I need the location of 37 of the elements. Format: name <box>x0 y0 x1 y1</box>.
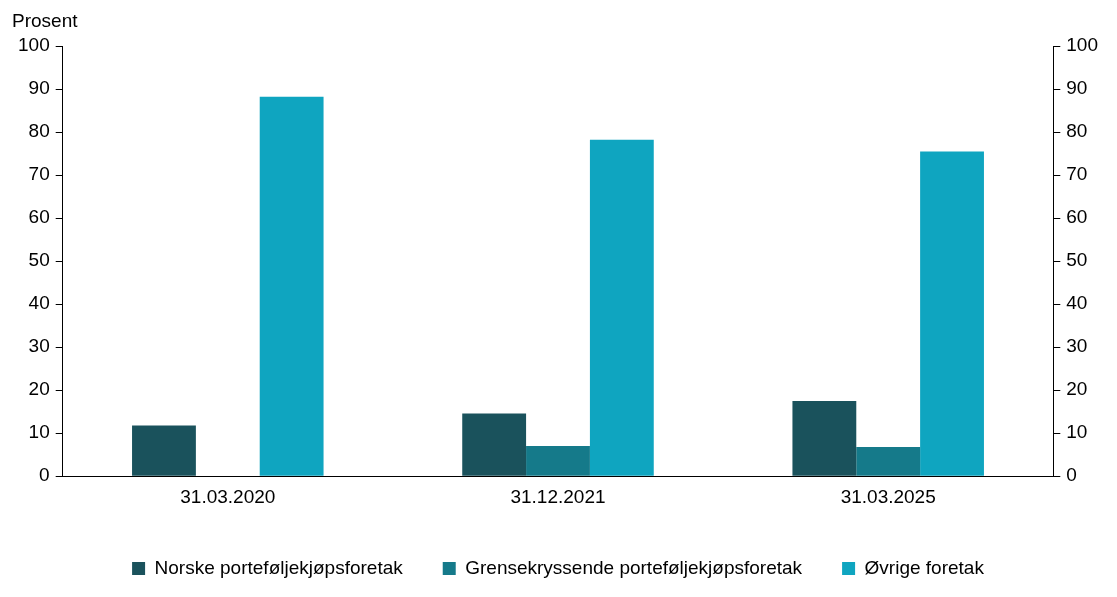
y-tick-label: 40 <box>28 292 50 314</box>
y-tick-label: 60 <box>28 206 50 228</box>
y2-tick-label: 70 <box>1066 163 1088 185</box>
y2-tick-label: 30 <box>1066 335 1088 357</box>
bar <box>856 446 921 476</box>
x-tick-label: 31.03.2025 <box>840 485 936 507</box>
y-tick-label: 100 <box>18 34 50 56</box>
y-tick-label: 50 <box>28 249 50 271</box>
y2-tick-label: 100 <box>1066 34 1098 56</box>
x-tick-label: 31.12.2021 <box>510 485 606 507</box>
x-tick-label: 31.03.2020 <box>180 485 276 507</box>
legend-label: Norske porteføljekjøpsforetak <box>154 556 404 578</box>
y-tick-label: 90 <box>28 77 50 99</box>
y2-tick-label: 40 <box>1066 292 1088 314</box>
y-tick-label: 20 <box>28 378 50 400</box>
y2-tick-label: 0 <box>1066 464 1077 486</box>
y-tick-label: 80 <box>28 120 50 142</box>
bar <box>920 151 984 476</box>
bar <box>792 400 857 476</box>
y-tick-label: 10 <box>28 421 50 443</box>
legend-label: Grensekryssende porteføljekjøpsforetak <box>465 556 803 578</box>
y-tick-label: 0 <box>39 464 50 486</box>
y2-tick-label: 50 <box>1066 249 1088 271</box>
legend-label: Øvrige foretak <box>864 556 985 578</box>
y2-tick-label: 60 <box>1066 206 1088 228</box>
y-tick-label: 30 <box>28 335 50 357</box>
y2-tick-label: 10 <box>1066 421 1088 443</box>
bar <box>526 446 590 476</box>
y2-tick-label: 20 <box>1066 378 1088 400</box>
bar <box>462 413 527 476</box>
y2-tick-label: 80 <box>1066 120 1088 142</box>
bar <box>259 96 324 476</box>
bar <box>132 425 196 476</box>
bar <box>589 139 654 476</box>
y2-tick-label: 90 <box>1066 77 1088 99</box>
y-tick-label: 70 <box>28 163 50 185</box>
y-axis-title: Prosent <box>12 9 79 31</box>
